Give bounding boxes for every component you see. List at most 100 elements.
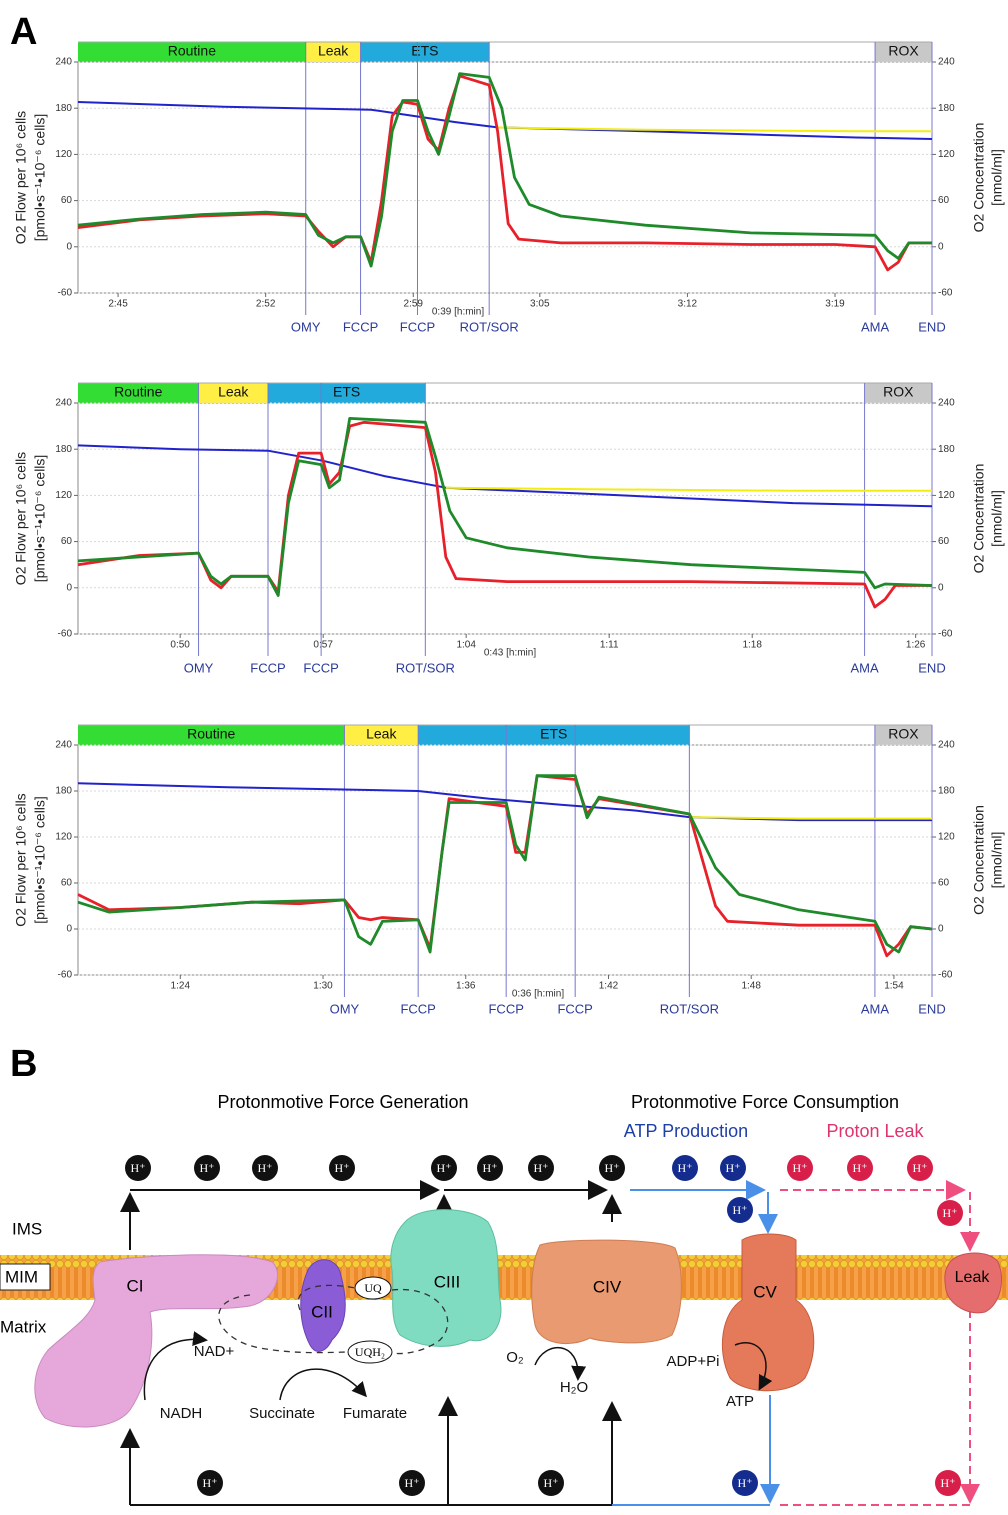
y-tick-label: 0 xyxy=(66,241,72,252)
metabolite: ATP xyxy=(726,1393,754,1410)
complex-iv xyxy=(531,1239,682,1345)
x-tick-label: 1:36 xyxy=(456,981,476,992)
diagram: B Protonmotive Force Generation Protonmo… xyxy=(0,1043,1008,1506)
complex-iii xyxy=(390,1209,502,1347)
event-label: ROT/SOR xyxy=(660,1001,719,1016)
y2-tick-label: -60 xyxy=(938,970,953,981)
y2-axis-unit: [nmol/ml] xyxy=(989,490,1005,547)
proton xyxy=(720,1155,746,1181)
x-tick-label: 0:57 xyxy=(313,640,333,651)
y-tick-label: 180 xyxy=(55,103,72,114)
x-tick-label: 1:11 xyxy=(600,640,619,651)
y-tick-label: -60 xyxy=(58,629,73,640)
phase-label: Leak xyxy=(318,43,349,59)
phase-bar xyxy=(198,383,269,403)
complex-label: CV xyxy=(753,1282,777,1301)
phase-label: ROX xyxy=(883,384,914,400)
proton xyxy=(431,1155,457,1181)
y-tick-label: 60 xyxy=(61,195,73,206)
proton-label: H⁺ xyxy=(943,1206,958,1220)
event-label: END xyxy=(918,1001,945,1016)
x-tick-label: 2:59 xyxy=(404,299,424,310)
proton-label: H⁺ xyxy=(941,1476,956,1490)
phase-label: ETS xyxy=(333,384,360,400)
proton-label: H⁺ xyxy=(678,1161,693,1175)
metabolite: O₂ xyxy=(506,1349,524,1366)
x-tick-label: 3:12 xyxy=(678,299,698,310)
phase-label: Leak xyxy=(218,384,249,400)
phase-bar xyxy=(344,725,419,745)
series-line xyxy=(77,72,932,268)
x-tick-label: 1:54 xyxy=(884,981,904,992)
metabolite: NAD+ xyxy=(194,1343,235,1360)
proton-label: H⁺ xyxy=(733,1203,748,1217)
plot-area xyxy=(77,61,933,294)
y-tick-label: 0 xyxy=(66,582,72,593)
line-chart: Routine Leak ETS ROX -60 0 60 120 180 240 -60 0 60 12… xyxy=(13,382,1005,675)
y2-tick-label: 180 xyxy=(938,444,955,455)
uqh2 xyxy=(347,1340,393,1364)
phase-bar xyxy=(864,383,932,403)
compartment-label: MIM xyxy=(5,1267,38,1286)
x-tick-label: 1:18 xyxy=(742,640,762,651)
event-label: FCCP xyxy=(400,1001,435,1016)
y2-axis-label: O2 Concentration xyxy=(971,805,987,915)
panel-label: A xyxy=(10,11,37,53)
y-axis-unit: [pmol•s⁻¹•10⁻⁶ cells] xyxy=(32,114,48,242)
plot-area xyxy=(77,744,933,976)
phase-label: ETS xyxy=(540,726,567,742)
phase-bar xyxy=(875,42,932,62)
y2-tick-label: 60 xyxy=(938,878,950,889)
y2-tick-label: 120 xyxy=(938,490,955,501)
y-axis-label: O2 Flow per 10⁶ cells xyxy=(13,793,29,926)
y-tick-label: 240 xyxy=(55,57,72,68)
y2-tick-label: 60 xyxy=(938,195,950,206)
phase-bar xyxy=(78,383,199,403)
y-tick-label: 60 xyxy=(61,536,73,547)
x-tick-label: 1:48 xyxy=(741,981,761,992)
proton xyxy=(599,1155,625,1181)
x-tick-label: 2:45 xyxy=(108,299,128,310)
y-tick-label: 240 xyxy=(55,398,72,409)
y2-tick-label: 0 xyxy=(938,924,944,935)
event-label: FCCP xyxy=(303,660,338,675)
x-tick-label: 3:19 xyxy=(825,299,845,310)
panel-label: B xyxy=(10,1043,37,1085)
proton-label: H⁺ xyxy=(793,1161,808,1175)
y-axis-label: O2 Flow per 10⁶ cells xyxy=(13,452,29,585)
proton-label: H⁺ xyxy=(131,1161,146,1175)
event-label: FCCP xyxy=(488,1001,523,1016)
y2-tick-label: -60 xyxy=(938,288,953,299)
phase-label: ROX xyxy=(888,726,919,742)
y2-tick-label: 0 xyxy=(938,582,944,593)
uq xyxy=(354,1276,392,1300)
y-tick-label: -60 xyxy=(58,288,73,299)
event-label: FCCP xyxy=(557,1001,592,1016)
proton-label: H⁺ xyxy=(258,1161,273,1175)
compartment-label: IMS xyxy=(12,1219,42,1238)
section-title: Protonmotive Force Generation xyxy=(217,1092,468,1112)
y2-tick-label: 240 xyxy=(938,57,955,68)
leak-flow xyxy=(780,1180,980,1506)
y-tick-label: 120 xyxy=(55,490,72,501)
protons: H⁺ H⁺ H⁺ H⁺ H⁺ H⁺ H⁺ H⁺ H⁺ H⁺ H⁺ H⁺ H⁺ H⁺ H⁺ H⁺ H⁺ H⁺ H⁺ H⁺ xyxy=(125,1155,963,1496)
electron-path xyxy=(218,1284,449,1355)
proton-flow xyxy=(120,1180,622,1506)
event-label: ROT/SOR xyxy=(396,660,455,675)
proton-label: H⁺ xyxy=(203,1476,218,1490)
label-box xyxy=(0,1263,51,1291)
series-line xyxy=(77,444,933,508)
y2-axis-unit: [nmol/ml] xyxy=(989,832,1005,889)
uq-label: UQ xyxy=(364,1281,382,1295)
proton-label: H⁺ xyxy=(913,1161,928,1175)
x-tick-label: 1:30 xyxy=(313,981,333,992)
proton xyxy=(847,1155,873,1181)
proton xyxy=(477,1155,503,1181)
y-tick-label: 180 xyxy=(55,786,72,797)
series-line xyxy=(77,774,933,954)
phase-bar xyxy=(305,42,361,62)
phase-bar xyxy=(78,725,345,745)
y2-tick-label: 0 xyxy=(938,241,944,252)
y-tick-label: 0 xyxy=(66,924,72,935)
series-line xyxy=(445,486,932,492)
